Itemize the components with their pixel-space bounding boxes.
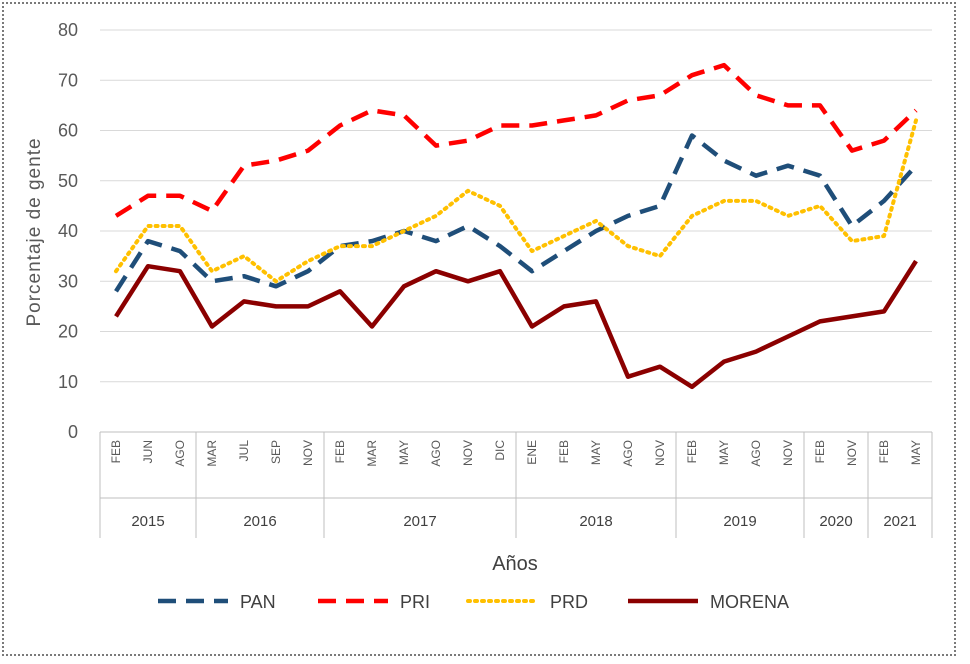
legend-label-pan: PAN [240,592,276,612]
y-tick-labels: 0 10 20 30 40 50 60 70 80 [58,20,78,442]
x-tick-label: FEB [877,440,891,463]
y-tick-label: 0 [68,422,78,442]
x-tick-label: NOV [653,440,667,466]
y-tick-label: 30 [58,271,78,291]
year-label: 2015 [131,513,164,530]
x-tick-label: JUL [237,440,251,462]
x-tick-label: AGO [749,440,763,467]
chart-frame [2,2,956,656]
x-tick-label: JUN [141,440,155,463]
x-tick-label: AGO [429,440,443,467]
y-tick-label: 20 [58,322,78,342]
x-tick-label: NOV [461,440,475,466]
x-tick-label: FEB [333,440,347,463]
series-line-pan [114,133,918,293]
year-label: 2017 [403,513,436,530]
y-tick-label: 40 [58,221,78,241]
x-tick-label: MAR [365,440,379,467]
x-tick-label: NOV [845,440,859,466]
x-tick-label: FEB [109,440,123,463]
x-tick-label: FEB [685,440,699,463]
x-tick-label: MAY [589,440,603,465]
x-tick-label: MAY [397,440,411,465]
y-axis-title: Porcentaje de gente [24,137,45,326]
x-tick-label: FEB [557,440,571,463]
legend-label-prd: PRD [550,592,588,612]
series-line-prd [114,118,918,284]
legend: PAN PRI PRD MORENA [158,592,789,612]
x-tick-label: MAR [205,440,219,467]
y-tick-label: 70 [58,70,78,90]
x-axis-title: Años [492,553,538,575]
year-label: 2018 [579,513,612,530]
legend-label-pri: PRI [400,592,430,612]
y-tick-label: 60 [58,121,78,141]
x-tick-label: ENE [525,440,539,465]
y-tick-label: 50 [58,171,78,191]
year-label: 2016 [243,513,276,530]
year-label: 2019 [723,513,756,530]
y-tick-label: 10 [58,372,78,392]
y-tick-label: 80 [58,20,78,40]
legend-label-morena: MORENA [710,592,789,612]
x-tick-label: DIC [493,440,507,461]
series-line-pri [114,62,918,218]
x-tick-label: NOV [781,440,795,466]
x-tick-label: SEP [269,440,283,464]
x-axis: FEB JUN AGO MAR JUL SEP NOV FEB MAR MAY AGO NOV DIC E… [99,431,933,538]
x-tick-label: FEB [813,440,827,463]
x-tick-label: AGO [173,440,187,467]
x-tick-label: NOV [301,440,315,466]
year-label: 2021 [883,513,916,530]
x-tick-label: AGO [621,440,635,467]
x-tick-label: MAY [717,440,731,465]
series-layer [114,62,918,390]
year-label: 2020 [819,513,852,530]
x-tick-label: MAY [909,440,923,465]
series-line-morena [114,259,918,390]
